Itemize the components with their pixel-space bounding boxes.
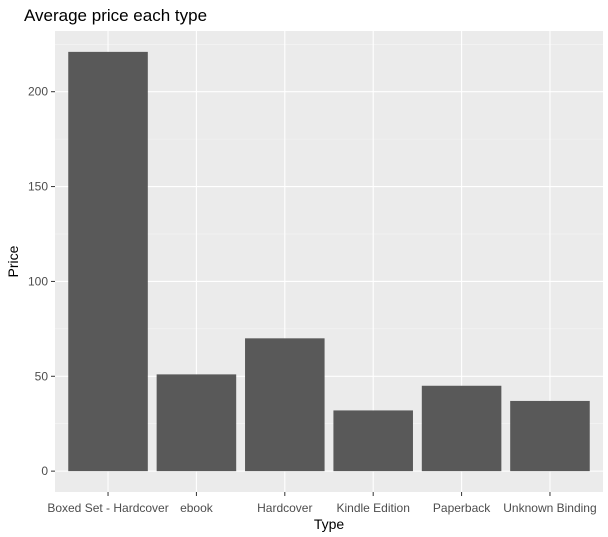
y-axis-title: Price <box>5 245 21 277</box>
chart-title: Average price each type <box>24 6 207 25</box>
bars <box>68 51 590 472</box>
bar <box>68 51 148 472</box>
y-tick-label: 200 <box>28 85 48 99</box>
x-axis-ticks: Boxed Set - Hardcover ebook Hardcover Kindl… <box>47 492 597 515</box>
x-tick-label: Hardcover <box>257 501 312 515</box>
x-tick-label: Paperback <box>433 501 491 515</box>
bar <box>156 374 237 472</box>
x-tick-label: Boxed Set - Hardcover <box>47 501 168 515</box>
y-axis-ticks: 0 50 100 150 200 <box>28 85 55 478</box>
x-tick-label: Unknown Binding <box>503 501 596 515</box>
x-tick-label: Kindle Edition <box>336 501 409 515</box>
x-axis-title: Type <box>314 516 345 532</box>
y-tick-label: 150 <box>28 180 48 194</box>
y-tick-label: 0 <box>41 464 48 478</box>
bar <box>245 338 325 472</box>
bar <box>421 385 502 472</box>
bar <box>333 410 413 472</box>
y-tick-label: 100 <box>28 274 48 288</box>
bar <box>510 400 590 472</box>
y-tick-label: 50 <box>35 369 49 383</box>
x-tick-label: ebook <box>180 501 214 515</box>
